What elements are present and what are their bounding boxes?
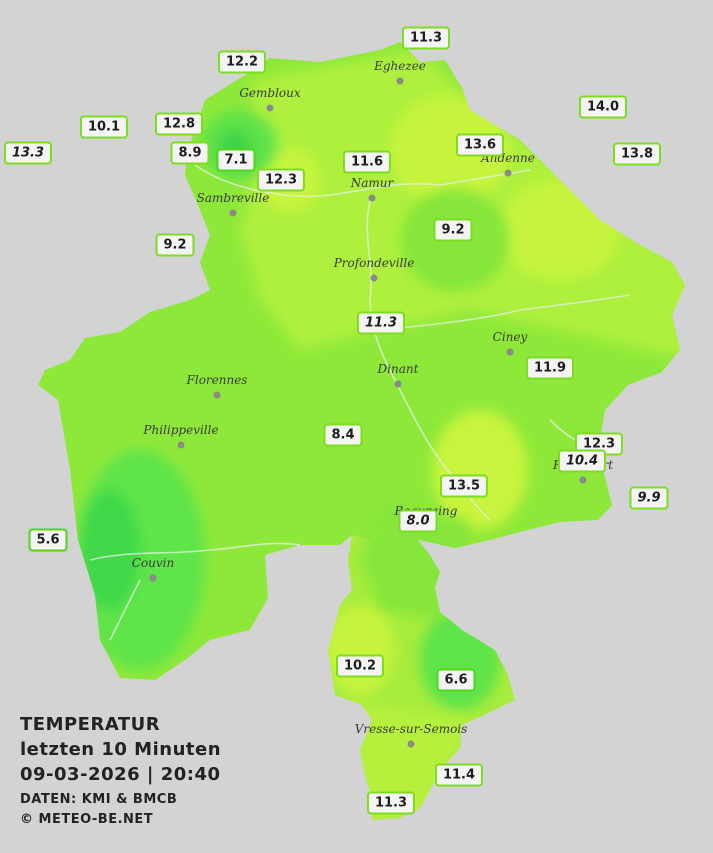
city-label-ciney: Ciney — [492, 330, 528, 344]
city-label-couvin: Couvin — [131, 556, 175, 570]
station-temperature-badge: 9.2 — [433, 218, 473, 242]
city-dot-ciney — [506, 348, 514, 356]
station-temperature-badge: 8.0 — [398, 509, 438, 533]
station-temperature-badge: 13.6 — [455, 133, 505, 157]
station-temperature-badge: 12.2 — [217, 50, 267, 74]
city-label-namur: Namur — [350, 176, 394, 190]
station-temperature-badge: 13.8 — [612, 142, 662, 166]
station-temperature-badge: 7.1 — [216, 148, 256, 172]
city-dot-eghezee — [396, 77, 404, 85]
station-temperature-badge: 10.1 — [79, 115, 129, 139]
city-dot-vresse-sur-semois — [407, 740, 415, 748]
city-dot-namur — [368, 194, 376, 202]
station-temperature-badge: 11.9 — [525, 356, 575, 380]
city-dot-sambreville — [229, 209, 237, 217]
legend-timestamp: 09-03-2026 | 20:40 — [20, 764, 221, 785]
station-temperature-badge: 10.4 — [557, 449, 607, 473]
station-temperature-badge: 11.3 — [356, 311, 406, 335]
station-temperature-badge: 11.6 — [342, 150, 392, 174]
legend-source: DATEN: KMI & BMCB — [20, 792, 178, 807]
city-label-sambreville: Sambreville — [196, 191, 270, 205]
station-temperature-badge: 10.2 — [335, 654, 385, 678]
legend-title: TEMPERATUR — [20, 714, 161, 735]
city-dot-profondeville — [370, 274, 378, 282]
city-dot-couvin — [149, 574, 157, 582]
station-temperature-badge: 12.3 — [256, 168, 306, 192]
station-temperature-badge: 8.9 — [170, 141, 210, 165]
city-dot-dinant — [394, 380, 402, 388]
city-label-gembloux: Gembloux — [239, 86, 301, 100]
station-temperature-badge: 11.4 — [434, 763, 484, 787]
station-temperature-badge: 8.4 — [323, 423, 363, 447]
station-temperature-badge: 13.3 — [3, 141, 53, 165]
city-dot-rochefort — [579, 476, 587, 484]
city-label-eghezee: Eghezee — [374, 59, 426, 73]
city-dot-andenne — [504, 169, 512, 177]
city-dot-gembloux — [266, 104, 274, 112]
station-temperature-badge: 12.8 — [154, 112, 204, 136]
city-label-dinant: Dinant — [377, 362, 419, 376]
legend-copyright: © METEO-BE.NET — [20, 812, 154, 827]
station-temperature-badge: 6.6 — [436, 668, 476, 692]
city-dot-florennes — [213, 391, 221, 399]
city-label-profondeville: Profondeville — [333, 256, 415, 270]
legend-period: letzten 10 Minuten — [20, 739, 222, 760]
city-label-florennes: Florennes — [186, 373, 248, 387]
city-label-philippeville: Philippeville — [143, 423, 219, 437]
station-temperature-badge: 5.6 — [28, 528, 68, 552]
station-temperature-badge: 9.2 — [155, 233, 195, 257]
station-temperature-badge: 9.9 — [629, 486, 669, 510]
station-temperature-badge: 14.0 — [578, 95, 628, 119]
city-dot-philippeville — [177, 441, 185, 449]
station-temperature-badge: 11.3 — [366, 791, 416, 815]
station-temperature-badge: 11.3 — [401, 26, 451, 50]
station-temperature-badge: 13.5 — [439, 474, 489, 498]
city-label-vresse-sur-semois: Vresse-sur-Semois — [354, 722, 468, 736]
legend: TEMPERATUR letzten 10 Minuten 09-03-2026… — [20, 712, 221, 830]
